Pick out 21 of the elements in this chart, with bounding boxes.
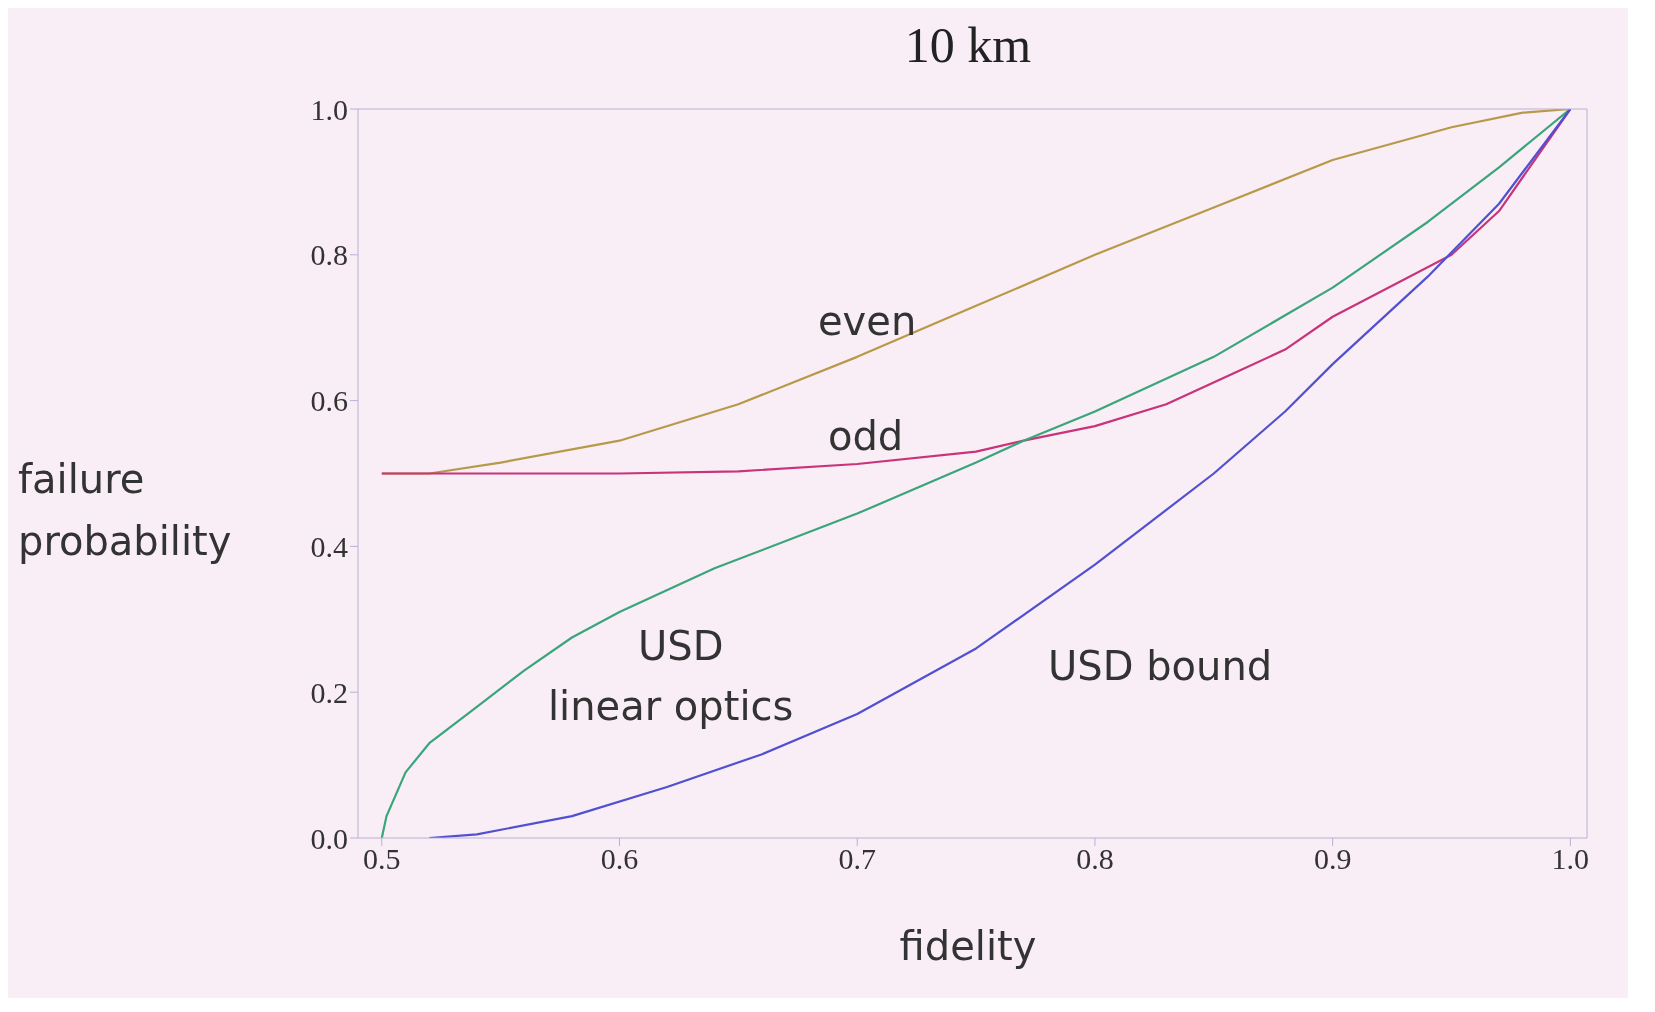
y-tick-label: 0.0: [310, 821, 348, 855]
x-tick-label: 0.9: [1313, 842, 1352, 876]
annotation: USD: [638, 623, 724, 669]
y-tick-label: 0.4: [310, 530, 348, 564]
y-tick-label: 1.0: [310, 92, 348, 126]
y-tick-label: 0.6: [310, 384, 348, 418]
annotation: odd: [828, 413, 904, 459]
y-tick-label: 0.2: [310, 675, 348, 709]
x-tick-label: 0.6: [600, 842, 639, 876]
annotation: even: [818, 298, 917, 344]
x-tick-label: 0.5: [363, 842, 401, 876]
chart-title: 10 km: [903, 16, 1033, 74]
x-tick-label: 0.8: [1076, 842, 1114, 876]
x-tick-label: 0.7: [838, 842, 876, 876]
x-tick-label: 1.0: [1551, 842, 1590, 876]
annotation: USD bound: [1048, 643, 1273, 689]
annotation: linear optics: [548, 683, 794, 729]
x-axis-title: fidelity: [898, 923, 1038, 969]
y-axis-title: failure probability: [18, 455, 233, 566]
line-series: [380, 109, 1572, 475]
y-tick-label: 0.8: [310, 238, 348, 272]
